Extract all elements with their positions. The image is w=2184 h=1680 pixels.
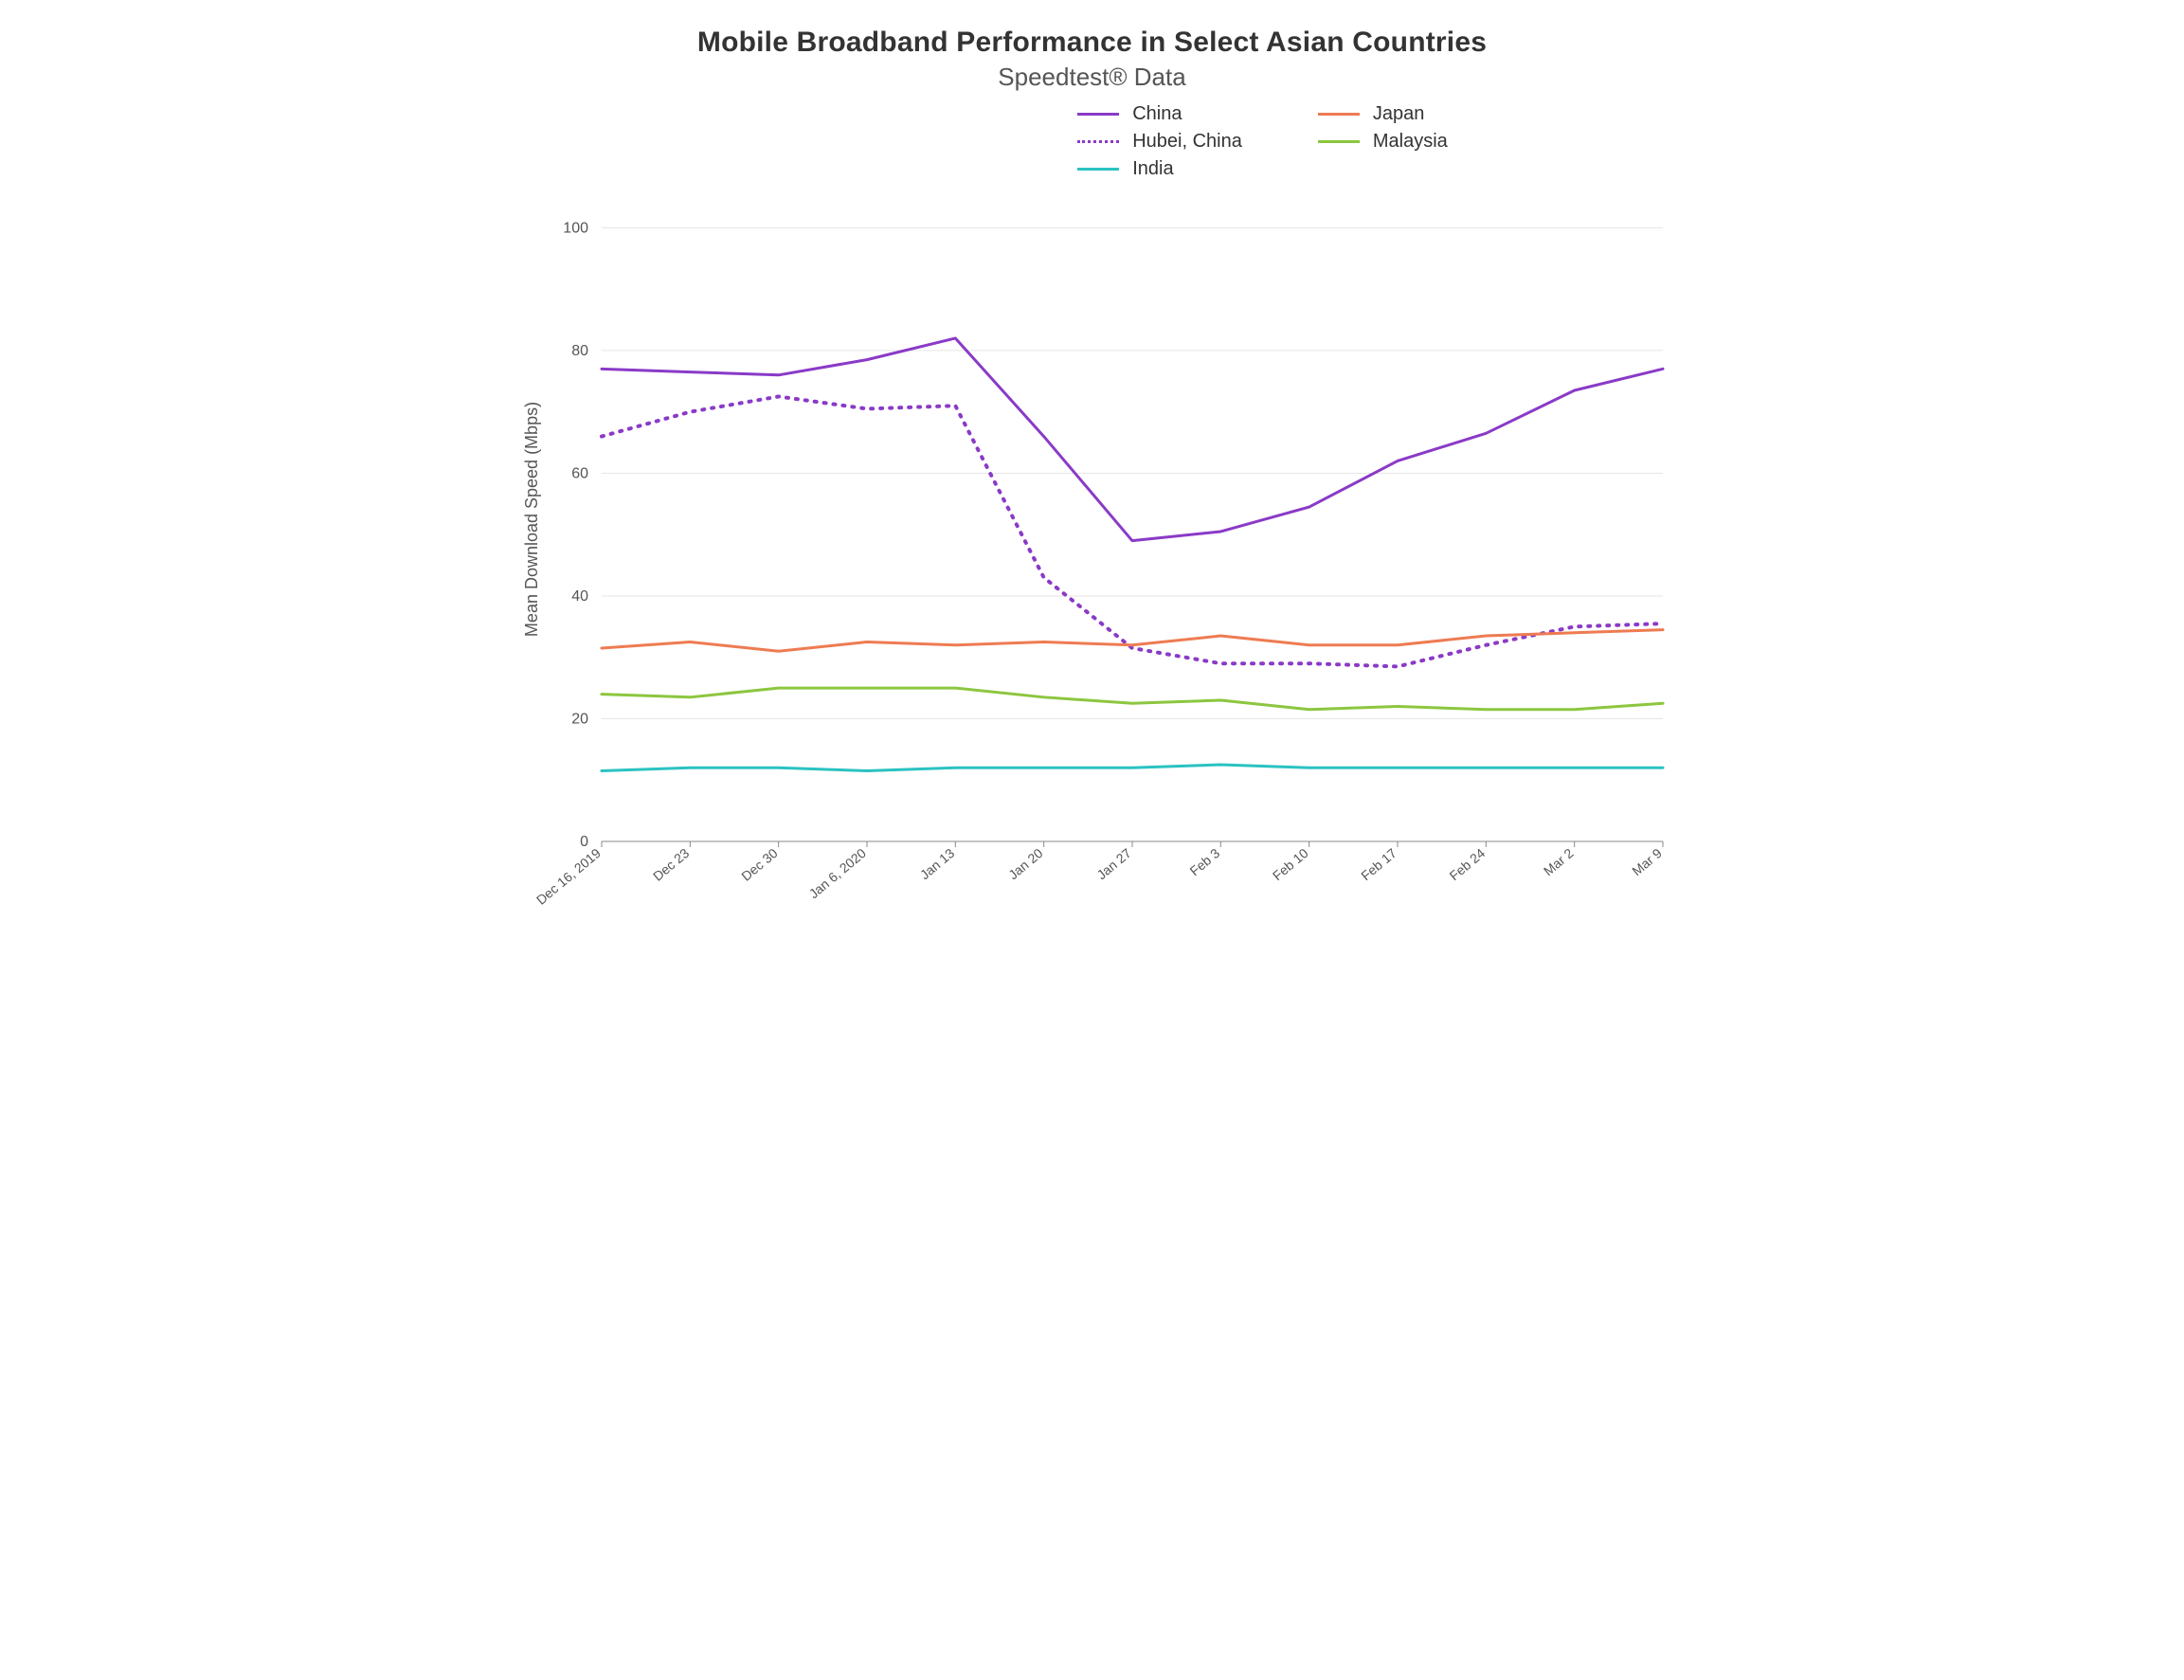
- y-tick-label: 100: [563, 220, 588, 236]
- series-line: [602, 765, 1663, 770]
- legend-label: India: [1132, 158, 1173, 180]
- title-block: Mobile Broadband Performance in Select A…: [516, 27, 1668, 92]
- x-tick-label: Jan 13: [917, 845, 958, 882]
- legend-label: Hubei, China: [1132, 131, 1242, 153]
- x-tick-label: Jan 27: [1093, 845, 1134, 882]
- x-tick-label: Mar 9: [1629, 845, 1665, 878]
- y-tick-label: 0: [580, 834, 588, 850]
- line-chart: 0 20 40 60 80 100 Dec 16, 2019 Dec 23 Dec 30 Jan …: [516, 188, 1682, 927]
- x-tick-label: Mar 2: [1541, 845, 1577, 878]
- y-tick-label: 80: [571, 343, 588, 359]
- chart-subtitle: Speedtest® Data: [516, 63, 1668, 92]
- legend-item: India: [1077, 158, 1242, 180]
- legend-swatch: [1318, 113, 1360, 116]
- y-axis-label: Mean Download Speed (Mbps): [522, 402, 541, 637]
- legend-item: Hubei, China: [1077, 131, 1242, 153]
- x-tick-label: Dec 16, 2019: [533, 845, 604, 908]
- chart-title: Mobile Broadband Performance in Select A…: [516, 27, 1668, 59]
- x-tick-label: Feb 24: [1447, 845, 1489, 883]
- series-line: [602, 688, 1663, 710]
- legend-swatch: [1077, 113, 1119, 116]
- y-tick-label: 40: [571, 588, 588, 605]
- legend-item: Malaysia: [1318, 131, 1448, 153]
- series-line: [602, 338, 1663, 541]
- x-tick-label: Jan 6, 2020: [806, 845, 870, 901]
- legend-swatch: [1077, 168, 1119, 171]
- legend-item: China: [1077, 103, 1242, 125]
- x-tick-label: Feb 3: [1187, 845, 1223, 878]
- x-tick-label: Feb 17: [1358, 845, 1399, 883]
- legend-item: Japan: [1318, 103, 1448, 125]
- x-tick-label: Dec 23: [650, 845, 692, 884]
- legend-label: Malaysia: [1373, 131, 1448, 153]
- legend-label: Japan: [1373, 103, 1425, 125]
- x-tick-label: Dec 30: [738, 845, 780, 884]
- legend-label: China: [1132, 103, 1182, 125]
- legend-swatch: [1077, 140, 1119, 143]
- chart-container: Mobile Broadband Performance in Select A…: [497, 0, 1687, 965]
- y-tick-label: 20: [571, 711, 588, 727]
- x-tick-label: Jan 20: [1005, 845, 1046, 882]
- y-tick-label: 60: [571, 465, 588, 481]
- series-line: [602, 396, 1663, 666]
- legend-swatch: [1318, 140, 1360, 143]
- x-tick-label: Feb 10: [1270, 845, 1311, 883]
- legend: China Japan Hubei, China Malaysia India: [857, 103, 1668, 180]
